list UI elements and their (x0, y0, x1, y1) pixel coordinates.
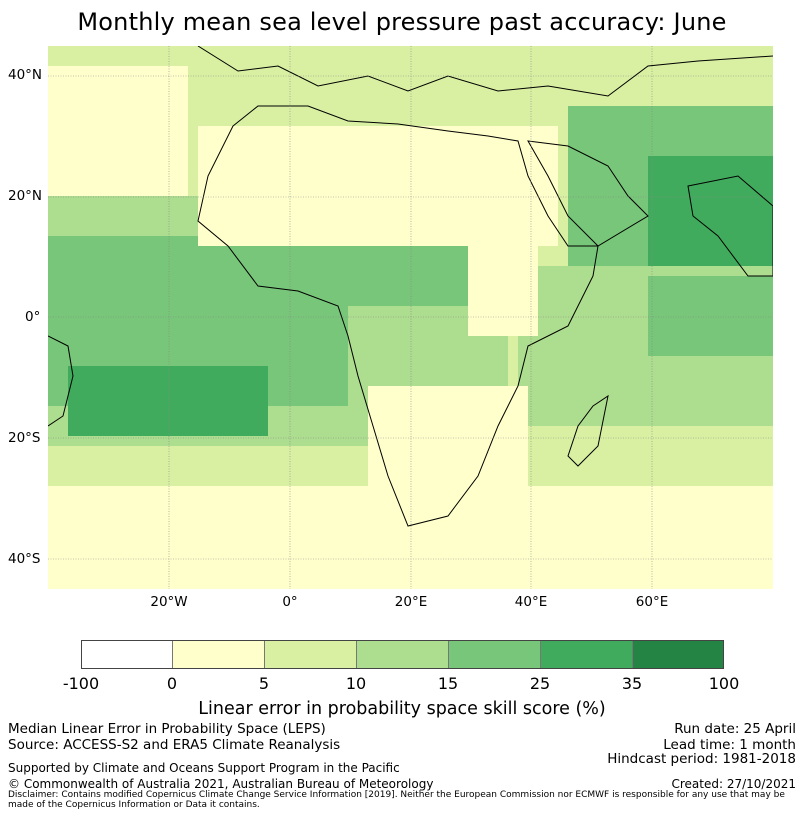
copyright-text: © Commonwealth of Australia 2021, Austra… (8, 777, 434, 791)
colorbar-segment-6 (541, 641, 633, 668)
gridlines (48, 46, 773, 589)
lat-label-0: 0° (25, 309, 41, 325)
run-date-text: Run date: 25 April (674, 721, 796, 737)
colorbar-tick: 15 (437, 674, 459, 693)
lat-label-40s: 40°S (8, 551, 41, 567)
region-arabian-sea (648, 276, 773, 356)
india-coastline (687, 175, 773, 277)
colorbar-tick: 10 (345, 674, 367, 693)
colorbar-tick: 25 (529, 674, 551, 693)
colorbar-tick: 5 (258, 674, 270, 693)
disclaimer-text: Disclaimer: Contains modified Copernicus… (8, 790, 785, 810)
region-sahara (198, 126, 558, 246)
colorbar-segment-5 (449, 641, 541, 668)
colorbar-segment-7 (633, 641, 723, 668)
colorbar-segment-2 (173, 641, 265, 668)
region-south-atlantic (48, 446, 418, 486)
region-horn (468, 236, 538, 336)
region-sahel (248, 241, 478, 311)
colorbar-segment-1 (82, 641, 173, 668)
lat-label-40n: 40°N (8, 67, 43, 83)
lon-label-20e: 20°E (394, 594, 428, 610)
lat-label-20n: 20°N (8, 188, 43, 204)
region-mediterranean (198, 46, 618, 126)
colorbar-label: Linear error in probability space skill … (198, 699, 606, 719)
colorbar-tick: 100 (708, 674, 740, 693)
colorbar-tick: 0 (166, 674, 178, 693)
region-southern-africa (368, 386, 528, 546)
lead-time-text: Lead time: 1 month (663, 737, 796, 753)
arabia-coastline (527, 140, 649, 247)
colorbar-tick: 35 (621, 674, 643, 693)
lon-label-20w: 20°W (150, 594, 188, 610)
chart-title: Monthly mean sea level pressure past acc… (77, 8, 727, 36)
region-atlantic-core (68, 366, 268, 436)
lat-label-20s: 20°S (8, 430, 41, 446)
support-text: Supported by Climate and Oceans Support … (8, 761, 400, 775)
africa-coastline (197, 105, 599, 527)
colorbar-segment-3 (265, 641, 357, 668)
created-text: Created: 27/10/2021 (671, 777, 796, 791)
region-north-atlantic (48, 66, 188, 196)
colorbar-tick: -100 (62, 674, 100, 693)
madagascar-coastline (567, 394, 609, 467)
source-text: Source: ACCESS-S2 and ERA5 Climate Reana… (8, 737, 341, 753)
south-america-coastline (48, 335, 74, 427)
colorbar-segment-4 (357, 641, 449, 668)
skill-regions (48, 46, 773, 589)
colorbar (81, 640, 724, 669)
lon-label-40e: 40°E (514, 594, 548, 610)
lon-label-0: 0° (282, 594, 298, 610)
lon-label-60e: 60°E (635, 594, 669, 610)
skill-map (48, 46, 773, 589)
method-text: Median Linear Error in Probability Space… (8, 721, 326, 737)
region-india (648, 156, 773, 286)
hindcast-text: Hindcast period: 1981-2018 (607, 751, 796, 767)
